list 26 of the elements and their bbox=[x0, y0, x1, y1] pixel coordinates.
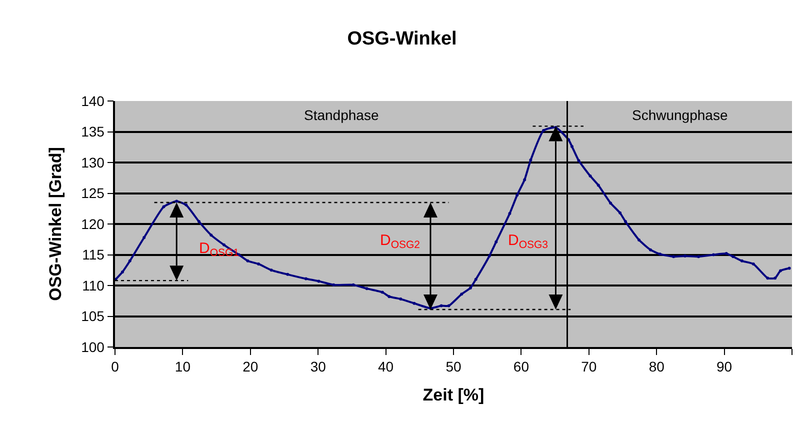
y-tick-label: 140 bbox=[81, 92, 105, 109]
y-axis-title: OSG-Winkel [Grad] bbox=[46, 147, 66, 301]
x-tick-label: 30 bbox=[310, 358, 326, 375]
y-tick-label: 120 bbox=[81, 216, 105, 232]
x-tick-label: 50 bbox=[446, 358, 462, 375]
chart-title: OSG-Winkel bbox=[347, 28, 457, 50]
annotation: D$_{OSG3}$ bbox=[508, 232, 548, 252]
y-tick-label: 125 bbox=[81, 185, 105, 202]
y-tick-label: 130 bbox=[81, 154, 105, 170]
x-tick-label: 60 bbox=[513, 358, 530, 375]
y-tick-label: 100 bbox=[81, 338, 105, 355]
x-tick-label: 0 bbox=[111, 358, 120, 375]
x-tick-label: 40 bbox=[378, 358, 394, 375]
y-tick-label: 135 bbox=[81, 124, 105, 140]
annotation: D$_{OSG2}$ bbox=[380, 232, 420, 252]
y-tick-label: 115 bbox=[82, 246, 105, 263]
annotation: Standphase bbox=[304, 107, 379, 123]
x-tick-label: 20 bbox=[242, 358, 258, 375]
x-tick-label: 80 bbox=[648, 358, 665, 375]
x-tick-label: 90 bbox=[716, 358, 732, 375]
x-axis-title: Zeit [%] bbox=[422, 385, 484, 404]
y-tick-label: 110 bbox=[82, 277, 105, 294]
y-tick-label: 105 bbox=[81, 308, 105, 324]
x-tick-label: 10 bbox=[174, 358, 191, 375]
annotation: Schwungphase bbox=[632, 107, 728, 123]
x-tick-label: 70 bbox=[581, 358, 597, 375]
